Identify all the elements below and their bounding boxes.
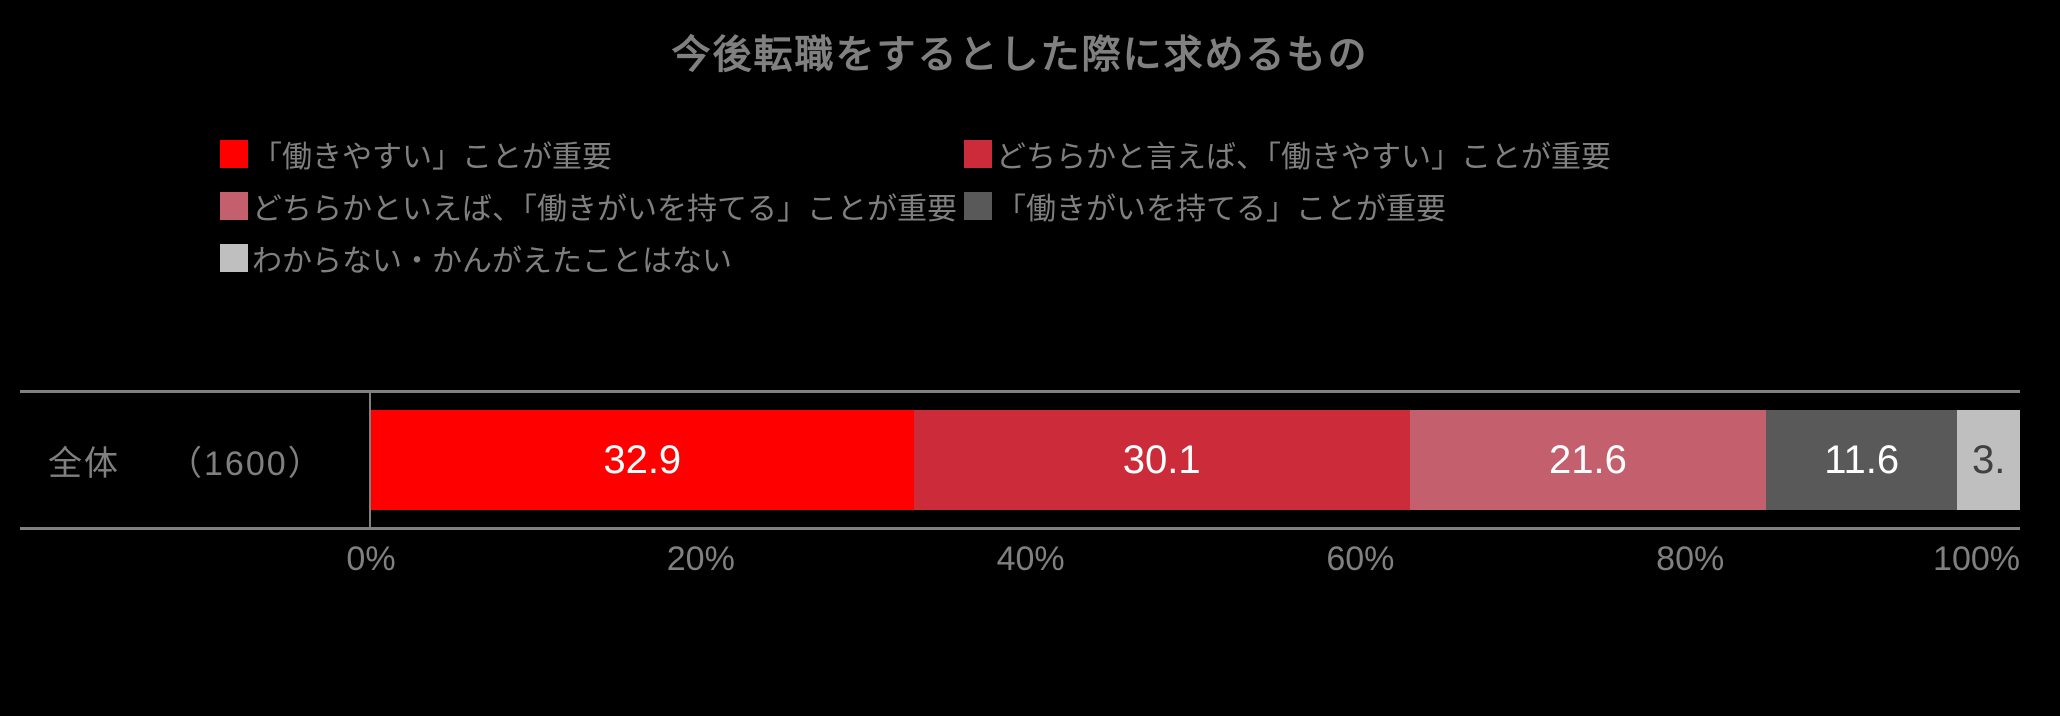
legend-item-3: 「働きがいを持てる」ことが重要 — [964, 184, 1864, 228]
legend-swatch-icon — [220, 244, 248, 272]
bar-track: 32.9 30.1 21.6 11.6 3. — [371, 410, 2020, 510]
row-label-cell: 全体 （1600） — [20, 390, 371, 530]
legend-item-1: どちらかと言えば、「働きやすい」ことが重要 — [964, 132, 1864, 176]
bar-segment-2: 21.6 — [1410, 410, 1766, 510]
x-tick-label: 60% — [1326, 540, 1394, 579]
legend-label: わからない・かんがえたことはない — [252, 236, 732, 280]
x-axis: 0%20%40%60%80%100% — [371, 530, 2020, 600]
bar-segment-3: 11.6 — [1766, 410, 1957, 510]
x-tick-label: 20% — [667, 540, 735, 579]
legend-label: どちらかといえば、「働きがいを持てる」ことが重要 — [252, 184, 957, 228]
stacked-bar-chart: 今後転職をするとした際に求めるもの 「働きやすい」ことが重要 どちらかと言えば、「… — [0, 0, 2060, 716]
legend-label: 「働きがいを持てる」ことが重要 — [996, 184, 1446, 228]
bar-segment-value: 11.6 — [1824, 438, 1899, 483]
bar-segment-1: 30.1 — [914, 410, 1410, 510]
legend-item-0: 「働きやすい」ことが重要 — [220, 132, 940, 176]
bar-segment-0: 32.9 — [371, 410, 914, 510]
bar-segment-value: 32.9 — [603, 438, 681, 483]
legend-swatch-icon — [220, 192, 248, 220]
bar-segment-4: 3. — [1957, 410, 2020, 510]
chart-title: 今後転職をするとした際に求めるもの — [20, 24, 2020, 80]
x-tick-label: 40% — [997, 540, 1065, 579]
x-tick-label: 80% — [1656, 540, 1724, 579]
bar-segment-value: 30.1 — [1123, 438, 1201, 483]
bars-cell: 32.9 30.1 21.6 11.6 3. — [371, 390, 2020, 530]
x-tick-label: 100% — [1933, 540, 2020, 579]
legend-item-4: わからない・かんがえたことはない — [220, 236, 940, 280]
legend-swatch-icon — [964, 192, 992, 220]
row-n-label: （1600） — [168, 436, 324, 485]
legend-label: どちらかと言えば、「働きやすい」ことが重要 — [996, 132, 1611, 176]
legend-label: 「働きやすい」ことが重要 — [252, 132, 612, 176]
plot-area: 全体 （1600） 32.9 30.1 21.6 11.6 3. — [20, 390, 2020, 530]
bar-segment-value: 21.6 — [1549, 438, 1627, 483]
row-category-label: 全体 — [48, 436, 120, 485]
legend-swatch-icon — [964, 140, 992, 168]
legend: 「働きやすい」ことが重要どちらかと言えば、「働きやすい」ことが重要どちらかといえ… — [220, 132, 2020, 280]
legend-item-2: どちらかといえば、「働きがいを持てる」ことが重要 — [220, 184, 940, 228]
bar-segment-value: 3. — [1972, 438, 2005, 483]
x-tick-label: 0% — [346, 540, 395, 579]
legend-swatch-icon — [220, 140, 248, 168]
